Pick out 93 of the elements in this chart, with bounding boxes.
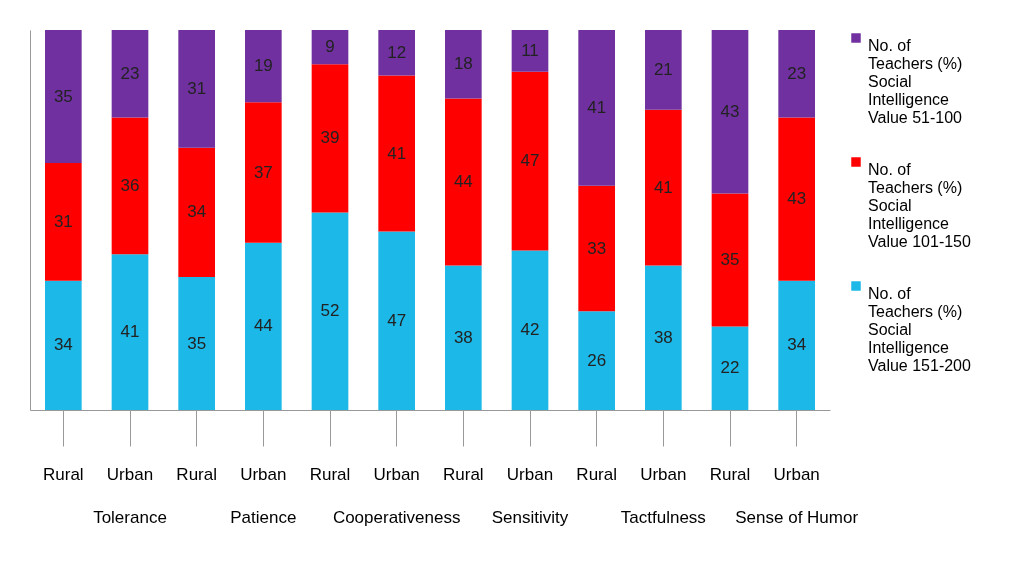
text: Tolerance <box>93 508 167 527</box>
data-label: 9 <box>325 37 335 57</box>
data-label: 41 <box>387 143 407 163</box>
bar <box>511 71 549 251</box>
bar <box>778 30 815 118</box>
bar <box>245 102 282 243</box>
x-tick-label: Rural <box>176 464 217 484</box>
bar <box>578 311 615 410</box>
data-label: 35 <box>187 333 207 353</box>
bar <box>445 30 482 99</box>
data-label: 26 <box>587 350 607 370</box>
bar <box>378 30 415 76</box>
bar <box>111 254 149 410</box>
data-label: 34 <box>53 335 73 355</box>
data-label: 37 <box>253 162 273 182</box>
text: Sense of Humor <box>735 508 859 527</box>
data-label: 41 <box>653 177 673 197</box>
data-label: 31 <box>53 211 73 231</box>
x-tick-label: Urban <box>640 464 687 484</box>
data-label: 33 <box>587 238 607 258</box>
data-label: 47 <box>520 151 540 171</box>
data-label: 34 <box>187 202 207 222</box>
x-tick-label: Rural <box>576 464 617 484</box>
x-tick-label: Urban <box>773 464 820 484</box>
bar <box>111 30 149 118</box>
data-label: 21 <box>653 59 673 79</box>
bar <box>511 30 549 72</box>
text: Patience <box>230 508 297 527</box>
x-tick-label: Rural <box>709 464 751 484</box>
bar <box>645 109 682 266</box>
data-label: 23 <box>120 63 140 83</box>
data-label: 34 <box>787 335 807 355</box>
x-tick-label: Urban <box>373 464 420 484</box>
bar <box>178 30 215 148</box>
text: Sensitivity <box>491 508 569 527</box>
data-label: 44 <box>453 172 473 191</box>
x-tick-label: Urban <box>240 464 287 484</box>
bar <box>778 280 815 410</box>
bar <box>178 147 215 277</box>
bar <box>578 185 615 312</box>
bar <box>711 193 749 327</box>
text: Cooperativeness <box>332 508 461 527</box>
data-label: 12 <box>387 42 407 62</box>
data-label: 41 <box>120 322 140 342</box>
data-label: 43 <box>787 189 807 209</box>
data-label: 41 <box>587 97 607 117</box>
bar <box>778 117 815 281</box>
bar <box>245 242 282 410</box>
data-label: 43 <box>720 101 740 121</box>
bar <box>45 280 82 410</box>
bar <box>511 250 549 410</box>
bar <box>578 30 615 186</box>
data-label: 19 <box>253 56 273 76</box>
data-label: 35 <box>53 86 73 106</box>
data-label: 38 <box>653 327 673 347</box>
data-label: 47 <box>387 310 407 330</box>
bar <box>645 265 682 410</box>
x-tick-label: Rural <box>43 464 84 484</box>
data-label: 42 <box>520 320 540 340</box>
bar <box>245 30 282 103</box>
bar <box>178 277 215 410</box>
bar <box>711 30 749 194</box>
bar <box>311 30 349 65</box>
legend-label: No. of Teachers (%) Social Intelligence Value 51-100 <box>868 37 963 126</box>
data-label: 39 <box>320 128 340 148</box>
bar <box>445 265 482 410</box>
x-tick-label: Rural <box>309 464 351 484</box>
data-label: 23 <box>787 63 807 83</box>
bar <box>111 117 149 255</box>
bar <box>645 30 682 110</box>
data-label: 11 <box>521 40 539 60</box>
bar <box>378 75 415 232</box>
legend-label: No. of Teachers (%) Social Intelligence Value 151-200 <box>868 285 971 374</box>
bar <box>45 163 82 281</box>
legend-label: No. of Teachers (%) Social Intelligence Value 101-150 <box>868 161 971 250</box>
data-label: 36 <box>120 175 140 195</box>
x-tick-label: Rural <box>443 464 484 484</box>
x-tick-label: Urban <box>506 464 554 484</box>
data-label: 22 <box>720 358 740 378</box>
bar <box>45 30 82 163</box>
bar <box>311 64 349 213</box>
data-label: 52 <box>320 301 340 321</box>
data-label: 38 <box>453 327 473 347</box>
data-label: 18 <box>453 54 473 74</box>
text: Tactfulness <box>620 508 706 527</box>
data-label: 44 <box>253 316 273 336</box>
bar <box>711 326 749 410</box>
bar <box>311 212 349 410</box>
x-tick-label: Urban <box>106 464 154 484</box>
bar <box>445 98 482 266</box>
data-label: 31 <box>187 78 207 98</box>
bar <box>378 231 415 410</box>
data-label: 35 <box>720 249 740 269</box>
